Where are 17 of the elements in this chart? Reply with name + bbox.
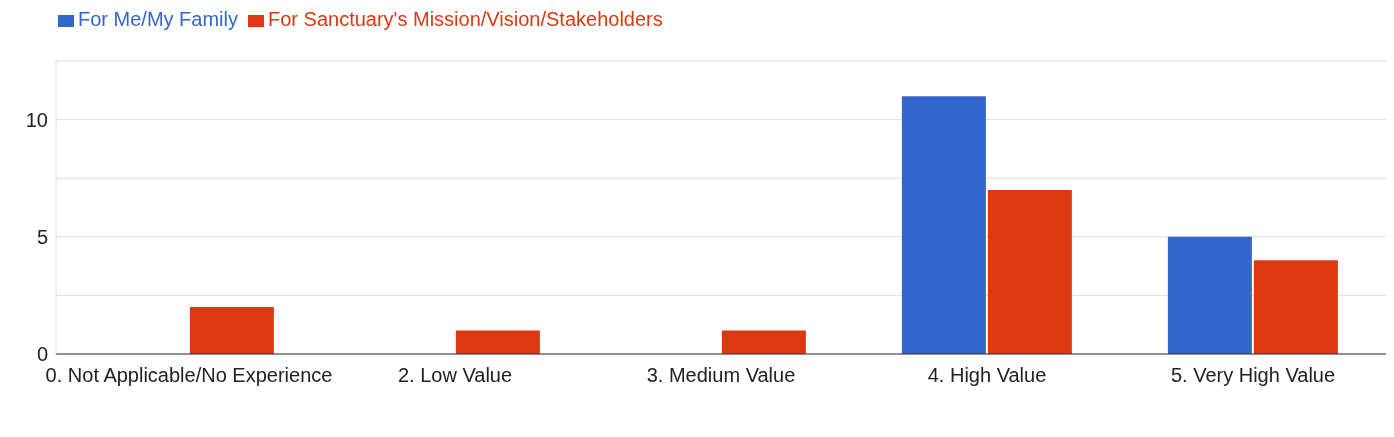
y-tick-label: 5 <box>36 225 48 248</box>
bar <box>1167 236 1252 354</box>
x-tick-label: 4. High Value <box>927 364 1047 387</box>
x-tick-label: 0. Not Applicable/No Experience <box>45 364 333 387</box>
x-tick-label: 5. Very High Value <box>1170 364 1336 387</box>
legend-label: For Sanctuary's Mission/Vision/Stakeholders <box>268 8 663 30</box>
bar <box>455 330 540 354</box>
bar <box>1253 260 1338 354</box>
bar <box>987 189 1072 354</box>
x-tick-label: 2. Low Value <box>397 364 513 387</box>
legend-label: For Me/My Family <box>78 8 238 30</box>
bar <box>189 307 274 354</box>
x-tick-label: 3. Medium Value <box>646 364 796 387</box>
y-tick-label: 0 <box>36 343 48 366</box>
bar <box>901 96 986 354</box>
bar <box>721 330 806 354</box>
y-tick-label: 10 <box>25 108 48 131</box>
